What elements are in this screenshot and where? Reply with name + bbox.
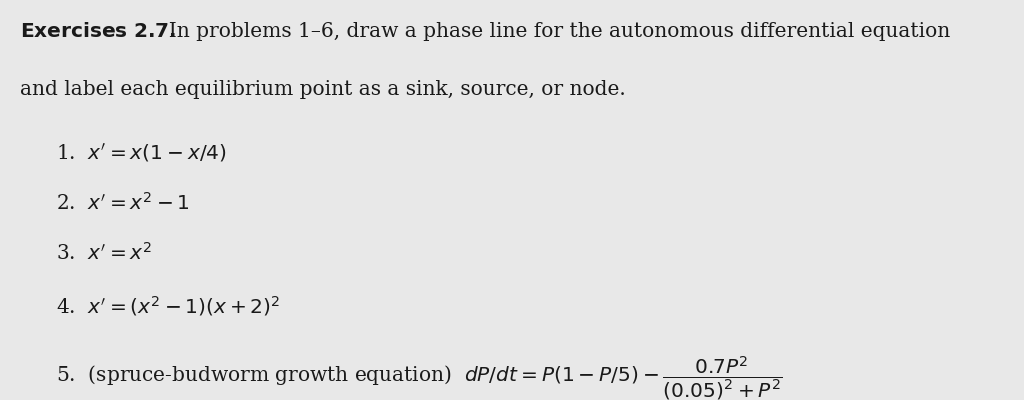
- Text: In problems 1–6, draw a phase line for the autonomous differential equation: In problems 1–6, draw a phase line for t…: [156, 22, 950, 41]
- Text: and label each equilibrium point as a sink, source, or node.: and label each equilibrium point as a si…: [20, 80, 627, 99]
- Text: 4.  $x' = (x^2 - 1)(x + 2)^2$: 4. $x' = (x^2 - 1)(x + 2)^2$: [56, 294, 281, 318]
- Text: 2.  $x' = x^2 - 1$: 2. $x' = x^2 - 1$: [56, 192, 190, 214]
- Text: $\mathbf{Exercises\ 2.7.}$: $\mathbf{Exercises\ 2.7.}$: [20, 22, 177, 41]
- Text: 3.  $x' = x^2$: 3. $x' = x^2$: [56, 242, 153, 264]
- Text: 1.  $x' = x(1 - x/4)$: 1. $x' = x(1 - x/4)$: [56, 142, 227, 164]
- Text: 5.  (spruce-budworm growth equation)  $dP/dt = P(1 - P/5) - \dfrac{0.7P^2}{(0.05: 5. (spruce-budworm growth equation) $dP/…: [56, 354, 783, 400]
